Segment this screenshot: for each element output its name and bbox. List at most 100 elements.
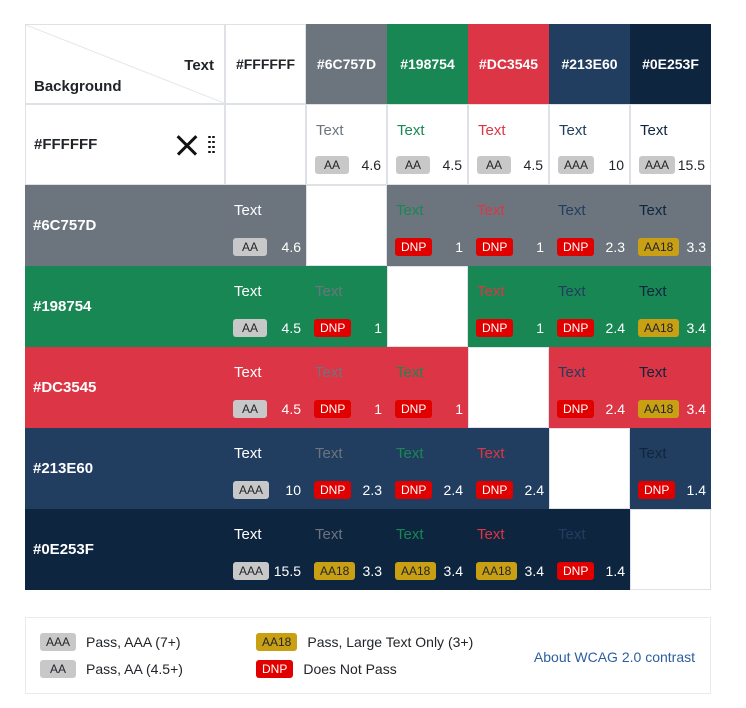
contrast-ratio: 2.4 bbox=[605, 320, 625, 336]
rating-badge: AA18 bbox=[638, 238, 680, 256]
contrast-cell: Text AA 4.5 bbox=[225, 347, 306, 428]
rating-badge: DNP bbox=[557, 562, 595, 580]
legend-item-aa18: AA18 Pass, Large Text Only (3+) bbox=[256, 633, 473, 651]
contrast-ratio: 10 bbox=[608, 157, 624, 173]
column-header-label: #198754 bbox=[400, 56, 455, 72]
contrast-matrix: Text Background #FFFFFF #6C757D #198754 #DC35… bbox=[25, 24, 711, 590]
rating-badge: DNP bbox=[557, 400, 595, 418]
contrast-cell: Text AA18 3.4 bbox=[630, 266, 711, 347]
rating-badge: DNP bbox=[314, 319, 352, 337]
contrast-cell: Text AA 4.6 bbox=[306, 104, 387, 185]
contrast-ratio: 2.3 bbox=[362, 482, 382, 498]
sample-text: Text bbox=[558, 526, 586, 543]
sample-text: Text bbox=[234, 283, 262, 300]
contrast-cell: Text AA18 3.4 bbox=[387, 509, 468, 590]
row-tools bbox=[176, 105, 216, 184]
row-header: #6C757D bbox=[25, 185, 225, 266]
column-header: #DC3545 bbox=[468, 24, 549, 104]
rating-badge: AA bbox=[477, 156, 512, 174]
empty-cell bbox=[225, 104, 306, 185]
legend-label-dnp: Does Not Pass bbox=[303, 661, 397, 677]
legend-badge-aa: AA bbox=[40, 660, 77, 678]
sample-text: Text bbox=[234, 445, 262, 462]
contrast-cell: Text AAA 10 bbox=[225, 428, 306, 509]
legend-item-aaa: AAA Pass, AAA (7+) bbox=[40, 633, 181, 651]
legend-label-aaa: Pass, AAA (7+) bbox=[86, 634, 181, 650]
rating-badge: DNP bbox=[395, 481, 433, 499]
contrast-cell: Text DNP 1 bbox=[306, 347, 387, 428]
contrast-ratio: 1.4 bbox=[686, 482, 706, 498]
sample-text: Text bbox=[315, 283, 343, 300]
row-header: #DC3545 bbox=[25, 347, 225, 428]
rating-badge: DNP bbox=[476, 481, 514, 499]
contrast-ratio: 3.3 bbox=[362, 563, 382, 579]
column-header: #213E60 bbox=[549, 24, 630, 104]
contrast-cell: Text DNP 1 bbox=[468, 266, 549, 347]
corner-text-label: Text bbox=[184, 57, 214, 74]
rating-badge: DNP bbox=[395, 238, 433, 256]
sample-text: Text bbox=[559, 122, 587, 139]
row-header-label: #198754 bbox=[33, 298, 92, 315]
sample-text: Text bbox=[315, 445, 343, 462]
legend-item-aa: AA Pass, AA (4.5+) bbox=[40, 660, 183, 678]
contrast-ratio: 3.4 bbox=[443, 563, 463, 579]
row-header: #198754 bbox=[25, 266, 225, 347]
corner-diagonal bbox=[26, 25, 224, 103]
rating-badge: AA bbox=[233, 400, 268, 418]
empty-cell bbox=[549, 428, 630, 509]
contrast-ratio: 1.4 bbox=[605, 563, 625, 579]
column-header: #0E253F bbox=[630, 24, 711, 104]
matrix-corner: Text Background bbox=[25, 24, 225, 104]
about-wcag-link[interactable]: About WCAG 2.0 contrast bbox=[533, 649, 695, 665]
rating-badge: DNP bbox=[395, 400, 433, 418]
rating-badge: DNP bbox=[638, 481, 676, 499]
contrast-cell: Text DNP 2.3 bbox=[306, 428, 387, 509]
contrast-ratio: 3.4 bbox=[524, 563, 544, 579]
sample-text: Text bbox=[396, 526, 424, 543]
rating-badge: DNP bbox=[314, 481, 352, 499]
close-icon[interactable] bbox=[176, 134, 198, 156]
contrast-cell: Text DNP 2.4 bbox=[549, 347, 630, 428]
sample-text: Text bbox=[558, 283, 586, 300]
contrast-ratio: 4.5 bbox=[523, 157, 543, 173]
contrast-ratio: 4.5 bbox=[442, 157, 462, 173]
contrast-cell: Text AA18 3.3 bbox=[630, 185, 711, 266]
drag-handle-icon[interactable] bbox=[208, 134, 216, 156]
rating-badge: AA18 bbox=[638, 319, 680, 337]
sample-text: Text bbox=[477, 283, 505, 300]
sample-text: Text bbox=[639, 202, 667, 219]
sample-text: Text bbox=[315, 526, 343, 543]
contrast-cell: Text DNP 1.4 bbox=[549, 509, 630, 590]
rating-badge: DNP bbox=[557, 319, 595, 337]
contrast-cell: Text AA 4.6 bbox=[225, 185, 306, 266]
contrast-ratio: 2.4 bbox=[605, 401, 625, 417]
contrast-cell: Text AA18 3.4 bbox=[468, 509, 549, 590]
rating-badge: AA bbox=[396, 156, 431, 174]
column-header: #FFFFFF bbox=[225, 24, 306, 104]
corner-background-label: Background bbox=[34, 78, 122, 95]
contrast-cell: Text DNP 2.4 bbox=[549, 266, 630, 347]
column-header-label: #0E253F bbox=[642, 56, 699, 72]
rating-badge: AA bbox=[233, 238, 268, 256]
rating-badge: AA bbox=[315, 156, 350, 174]
column-header: #198754 bbox=[387, 24, 468, 104]
sample-text: Text bbox=[478, 122, 506, 139]
sample-text: Text bbox=[477, 526, 505, 543]
contrast-cell: Text DNP 1 bbox=[387, 185, 468, 266]
row-header: #FFFFFF bbox=[25, 104, 225, 185]
column-header-label: #213E60 bbox=[561, 56, 618, 72]
contrast-ratio: 1 bbox=[536, 320, 544, 336]
sample-text: Text bbox=[316, 122, 344, 139]
sample-text: Text bbox=[558, 364, 586, 381]
rating-badge: DNP bbox=[476, 238, 514, 256]
rating-badge: AA18 bbox=[476, 562, 518, 580]
contrast-cell: Text AA18 3.4 bbox=[630, 347, 711, 428]
rating-badge: AA18 bbox=[314, 562, 356, 580]
row-header: #0E253F bbox=[25, 509, 225, 590]
column-header-label: #FFFFFF bbox=[235, 56, 296, 72]
legend-label-aa18: Pass, Large Text Only (3+) bbox=[307, 634, 474, 650]
contrast-ratio: 15.5 bbox=[677, 157, 705, 173]
rating-badge: AAA bbox=[233, 562, 270, 580]
sample-text: Text bbox=[639, 364, 667, 381]
contrast-cell: Text DNP 2.3 bbox=[549, 185, 630, 266]
